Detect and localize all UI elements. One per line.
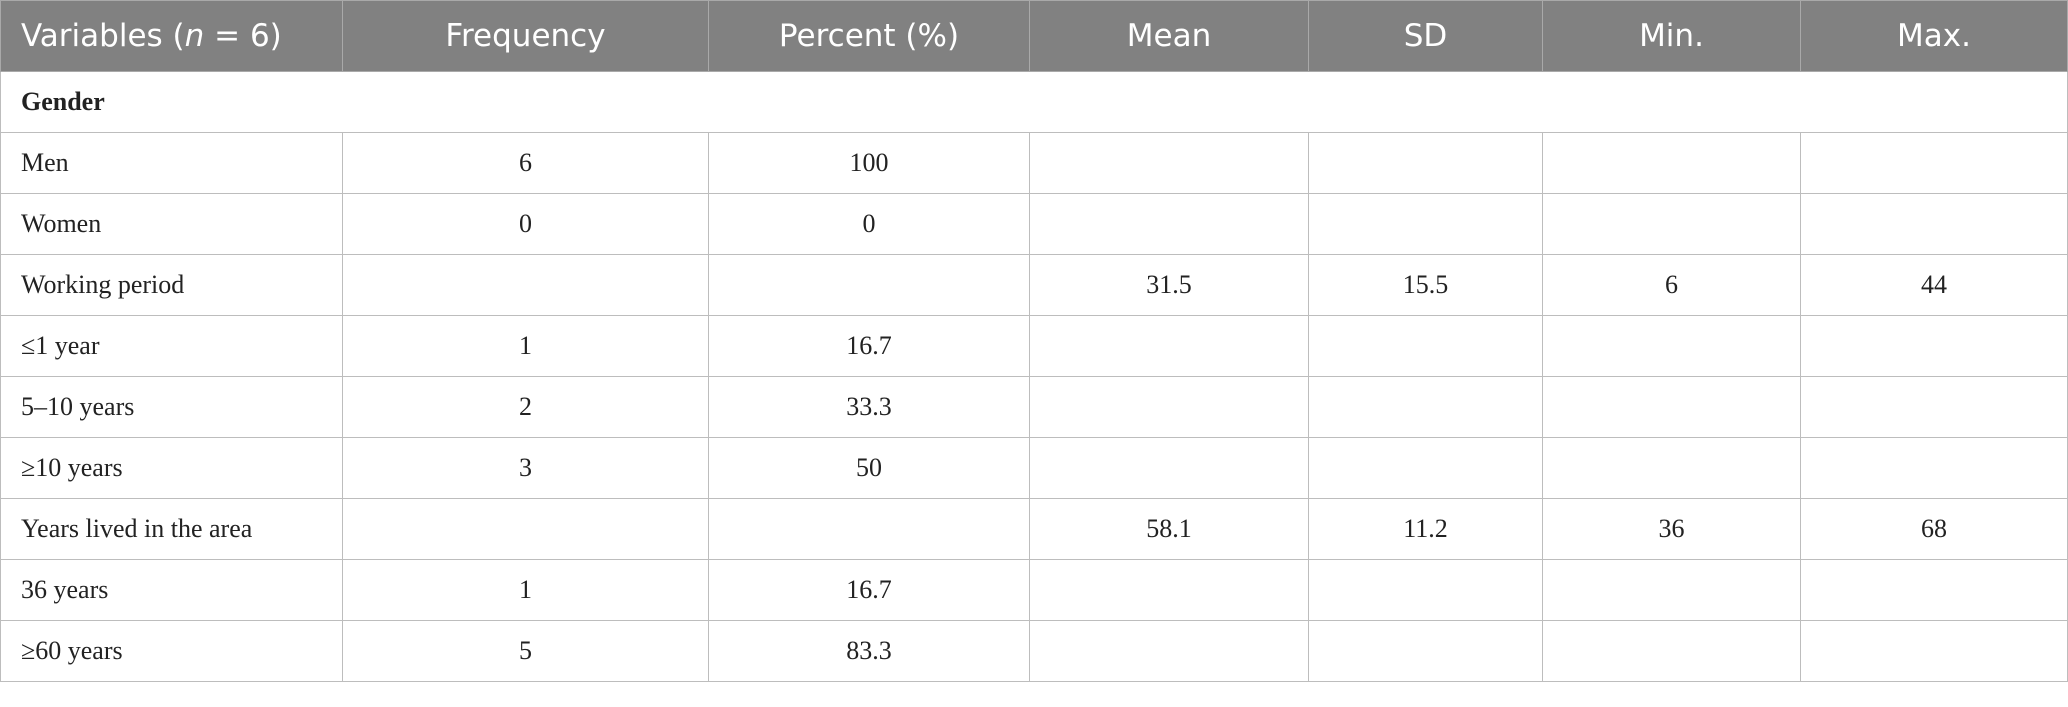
cell: 5	[342, 620, 709, 682]
cell	[1800, 620, 2068, 682]
cell	[1542, 376, 1801, 438]
cell: 100	[708, 132, 1030, 194]
row-label: 5–10 years	[0, 376, 343, 438]
cell	[342, 498, 709, 560]
cell	[708, 498, 1030, 560]
row-label: Working period	[0, 254, 343, 316]
header-italic: n	[184, 18, 205, 54]
data-row: 36 years 1 16.7	[0, 559, 2068, 621]
data-row: Men 6 100	[0, 132, 2068, 194]
cell	[1542, 437, 1801, 499]
data-row: Women 0 0	[0, 193, 2068, 255]
header-cell: Variables (n = 6)	[0, 0, 343, 72]
header-cell: Min.	[1542, 0, 1801, 72]
cell	[1800, 132, 2068, 194]
cell	[1308, 437, 1543, 499]
header-cell: Percent (%)	[708, 0, 1030, 72]
row-label: 36 years	[0, 559, 343, 621]
cell	[1542, 132, 1801, 194]
cell	[1308, 376, 1543, 438]
header-text: = 6)	[204, 18, 282, 54]
data-row: ≥10 years 3 50	[0, 437, 2068, 499]
cell	[1800, 559, 2068, 621]
cell	[1029, 437, 1309, 499]
cell: 58.1	[1029, 498, 1309, 560]
cell	[1800, 376, 2068, 438]
data-row: 5–10 years 2 33.3	[0, 376, 2068, 438]
cell: 16.7	[708, 559, 1030, 621]
cell	[708, 254, 1030, 316]
row-label: Men	[0, 132, 343, 194]
header-text: Variables (	[21, 18, 185, 54]
cell	[1029, 376, 1309, 438]
cell: 6	[342, 132, 709, 194]
cell	[1308, 132, 1543, 194]
cell	[1308, 315, 1543, 377]
cell: 68	[1800, 498, 2068, 560]
cell: 36	[1542, 498, 1801, 560]
cell	[1029, 315, 1309, 377]
row-label: Women	[0, 193, 343, 255]
cell: 3	[342, 437, 709, 499]
cell: 50	[708, 437, 1030, 499]
row-label: Years lived in the area	[0, 498, 343, 560]
header-cell: Mean	[1029, 0, 1309, 72]
cell	[1542, 193, 1801, 255]
cell	[1029, 620, 1309, 682]
row-label: ≥10 years	[0, 437, 343, 499]
cell: 2	[342, 376, 709, 438]
cell: 16.7	[708, 315, 1030, 377]
cell	[1308, 193, 1543, 255]
cell: 31.5	[1029, 254, 1309, 316]
row-label: ≥60 years	[0, 620, 343, 682]
cell: 33.3	[708, 376, 1030, 438]
cell	[1800, 437, 2068, 499]
cell: 0	[708, 193, 1030, 255]
cell: 11.2	[1308, 498, 1543, 560]
cell: 0	[342, 193, 709, 255]
cell	[1542, 559, 1801, 621]
cell	[1308, 559, 1543, 621]
cell	[342, 254, 709, 316]
cell: 44	[1800, 254, 2068, 316]
section-row: Gender	[0, 71, 2068, 133]
data-row: ≤1 year 1 16.7	[0, 315, 2068, 377]
data-row: Working period 31.5 15.5 6 44	[0, 254, 2068, 316]
cell	[1542, 620, 1801, 682]
cell: 83.3	[708, 620, 1030, 682]
header-row: Variables (n = 6) Frequency Percent (%) Mea…	[0, 0, 2068, 72]
cell: 6	[1542, 254, 1801, 316]
cell: 1	[342, 315, 709, 377]
row-label: ≤1 year	[0, 315, 343, 377]
header-cell: Max.	[1800, 0, 2068, 72]
cell	[1542, 315, 1801, 377]
cell: 1	[342, 559, 709, 621]
cell	[1029, 193, 1309, 255]
header-cell: Frequency	[342, 0, 709, 72]
cell	[1308, 620, 1543, 682]
cell	[1800, 193, 2068, 255]
data-row: ≥60 years 5 83.3	[0, 620, 2068, 682]
data-table: Variables (n = 6) Frequency Percent (%) Mea…	[0, 0, 2068, 682]
cell	[1029, 132, 1309, 194]
cell: 15.5	[1308, 254, 1543, 316]
data-row: Years lived in the area 58.1 11.2 36 68	[0, 498, 2068, 560]
cell	[1800, 315, 2068, 377]
header-cell: SD	[1308, 0, 1543, 72]
cell	[1029, 559, 1309, 621]
section-cell: Gender	[0, 71, 2068, 133]
